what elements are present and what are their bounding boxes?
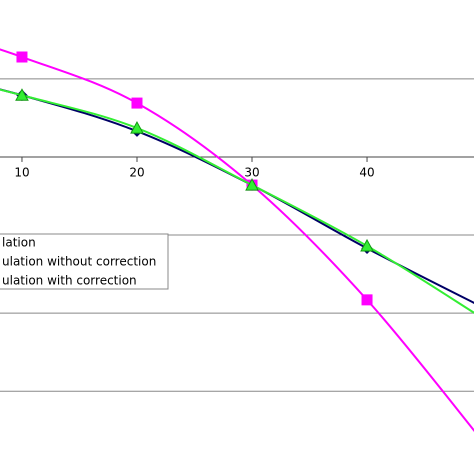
legend: lation ulation without correction ulation …: [0, 233, 169, 290]
marker: [360, 238, 374, 252]
legend-label: ulation with correction: [2, 274, 137, 288]
series-line: [0, 48, 474, 433]
marker: [130, 121, 144, 134]
series-line: [0, 88, 474, 314]
plot-area: 1020304050: [0, 48, 474, 433]
x-tick-label: 40: [359, 165, 374, 179]
marker: [245, 178, 259, 191]
x-tick-label: 20: [129, 165, 144, 179]
x-tick-label: 10: [14, 165, 29, 179]
marker: [15, 88, 29, 101]
legend-box: [0, 233, 169, 290]
x-tick-label: 30: [244, 165, 259, 179]
legend-label: lation: [2, 236, 36, 250]
marker: [131, 97, 143, 109]
marker: [361, 294, 373, 306]
marker: [16, 51, 28, 63]
legend-label: ulation without correction: [2, 255, 156, 269]
